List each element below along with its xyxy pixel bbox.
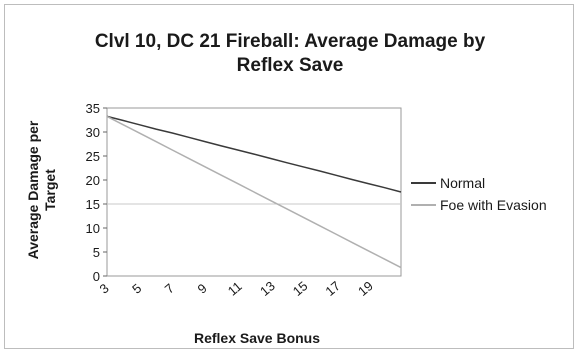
series-line-2 xyxy=(106,115,402,269)
x-tick-label: 15 xyxy=(290,278,311,299)
chart-title-line-1: Clvl 10, DC 21 Fireball: Average Damage … xyxy=(95,31,486,52)
x-tick-label: 5 xyxy=(129,280,144,296)
x-tick-label: 11 xyxy=(225,278,245,298)
y-axis-title-line-2: Target xyxy=(42,169,58,211)
y-tick-label: 0 xyxy=(93,269,100,284)
series-line-1 xyxy=(106,115,402,193)
x-tick-label: 7 xyxy=(162,280,177,296)
y-tick-label: 35 xyxy=(86,101,100,116)
chart-title-line-2: Reflex Save xyxy=(237,55,344,76)
x-tick-label: 17 xyxy=(322,278,343,299)
y-axis-title: Average Damage per Target xyxy=(25,120,58,259)
x-axis-title: Reflex Save Bonus xyxy=(194,330,320,346)
y-tick-label: 25 xyxy=(86,149,100,164)
legend: Normal Foe with Evasion xyxy=(411,175,547,213)
y-tick-label: 15 xyxy=(86,197,100,212)
y-tick-label: 10 xyxy=(86,221,100,236)
y-tick-label: 30 xyxy=(86,125,100,140)
legend-label: Normal xyxy=(440,175,485,191)
x-tick-label: 3 xyxy=(97,280,112,296)
x-tick-label: 19 xyxy=(355,278,376,299)
y-axis-title-line-1: Average Damage per xyxy=(25,120,41,259)
x-tick-label: 9 xyxy=(195,280,210,296)
chart-frame xyxy=(4,4,574,349)
y-tick-label: 5 xyxy=(93,245,100,260)
x-tick-label: 13 xyxy=(257,278,278,299)
legend-label: Foe with Evasion xyxy=(440,197,547,213)
y-tick-label: 20 xyxy=(86,173,100,188)
